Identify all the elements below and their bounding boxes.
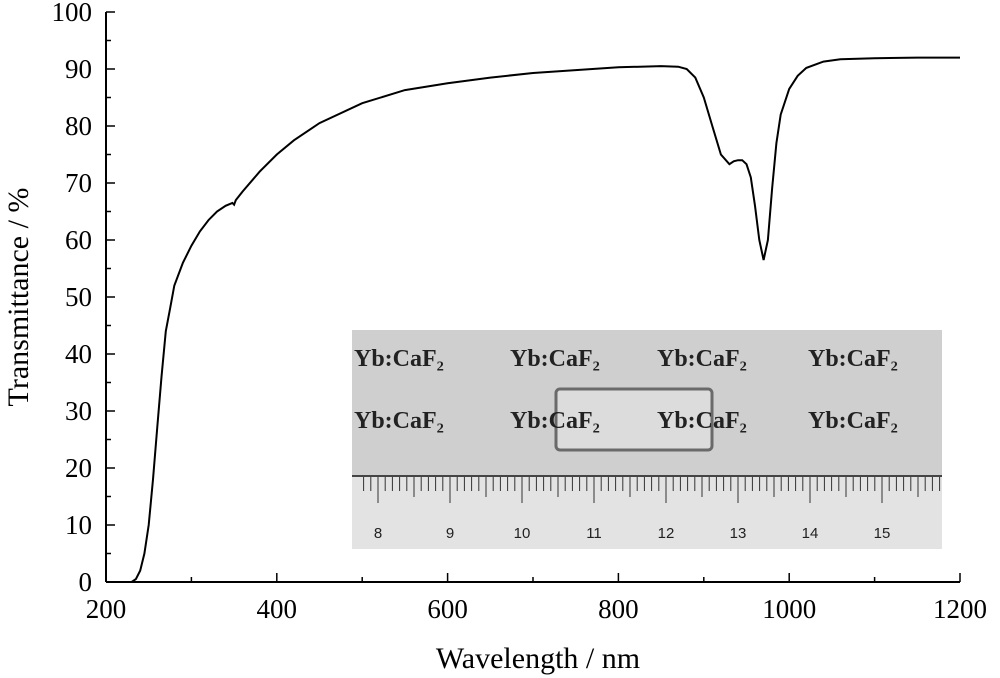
inset-sample-label: Yb:CaF₂ (354, 346, 444, 372)
ruler-numbers: 8 9 10 11 12 13 14 15 (374, 525, 891, 542)
inset-sample-label: Yb:CaF₂ (510, 346, 600, 372)
inset-sample-label: Yb:CaF₂ (808, 346, 898, 372)
inset-sample-label: Yb:CaF₂ (510, 408, 600, 434)
x-tick-label: 400 (257, 594, 298, 624)
crystal-photo-inset: 8 9 10 11 12 13 14 15 Yb:CaF₂ Yb:CaF₂ Yb:CaF₂ Yb:C… (352, 330, 942, 549)
axis-tick-labels: 200 400 600 800 1000 1200 0 10 20 30 40 50 60 70 80 90 1… (52, 0, 988, 624)
inset-sample-label: Yb:CaF₂ (354, 408, 444, 434)
ruler-number: 10 (514, 525, 531, 542)
y-tick-label: 70 (65, 168, 92, 198)
ruler-number: 15 (874, 525, 891, 542)
y-tick-label: 80 (65, 111, 92, 141)
y-tick-label: 40 (65, 339, 92, 369)
ruler-number: 13 (730, 525, 747, 542)
y-tick-label: 60 (65, 225, 92, 255)
ruler-number: 8 (374, 525, 382, 542)
inset-sample-label: Yb:CaF₂ (657, 346, 747, 372)
ruler-number: 12 (658, 525, 675, 542)
y-tick-label: 100 (52, 0, 93, 27)
x-tick-label: 1000 (762, 594, 816, 624)
inset-labels: Yb:CaF₂ Yb:CaF₂ Yb:CaF₂ Yb:CaF₂ Yb:CaF₂ Yb:Ca… (354, 346, 898, 434)
inset-sample-label: Yb:CaF₂ (808, 408, 898, 434)
y-tick-label: 30 (65, 396, 92, 426)
crystal-sample (554, 387, 714, 452)
ruler-number: 9 (446, 525, 454, 542)
ruler-number: 14 (802, 525, 819, 542)
ruler-number: 11 (586, 525, 602, 542)
y-tick-label: 50 (65, 282, 92, 312)
ruler-ticks (363, 477, 941, 503)
series-line-transmittance (131, 56, 960, 583)
x-axis-title: Wavelength / nm (436, 642, 640, 675)
y-tick-label: 0 (79, 567, 93, 597)
x-tick-label: 800 (598, 594, 639, 624)
axis-ticks (105, 11, 961, 583)
x-tick-label: 1200 (933, 594, 987, 624)
y-axis-title: Transmittance / % (2, 188, 35, 407)
x-tick-label: 200 (86, 594, 127, 624)
y-tick-label: 20 (65, 453, 92, 483)
inset-sample-label: Yb:CaF₂ (657, 408, 747, 434)
y-tick-label: 90 (65, 54, 92, 84)
y-tick-label: 10 (65, 510, 92, 540)
x-tick-label: 600 (427, 594, 468, 624)
